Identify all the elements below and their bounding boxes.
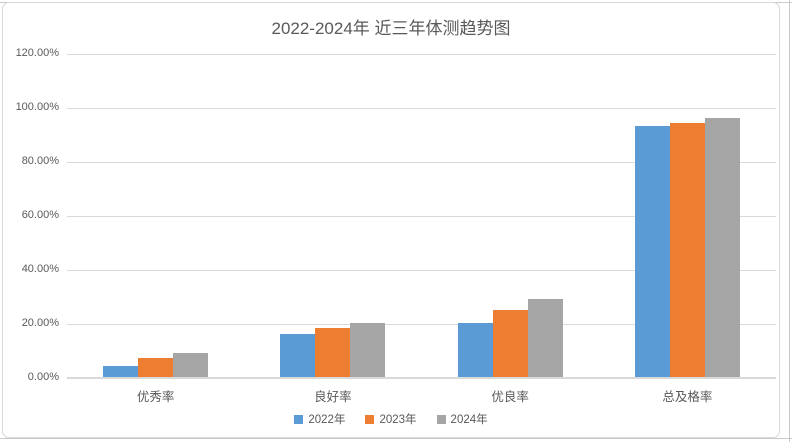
legend-label: 2023年 — [379, 414, 417, 426]
x-axis-line — [67, 377, 776, 378]
gridline — [67, 324, 776, 325]
x-category-label: 良好率 — [314, 390, 352, 404]
x-axis-category-labels: 优秀率 良好率 优良率 总及格率 — [67, 386, 776, 405]
chart-title: 2022-2024年 近三年体测趋势图 — [271, 19, 511, 38]
legend: 2022年 2023年 2024年 — [3, 411, 779, 427]
bar-group-2 — [244, 53, 421, 377]
y-axis-labels: 120.00% 100.00% 80.00% 60.00% 40.00% 20.00% 0.… — [3, 3, 59, 439]
bar-2024年-总及格率[interactable] — [704, 117, 740, 377]
bar-group-3 — [422, 53, 599, 377]
gridline — [67, 54, 776, 55]
y-tick-label: 80.00% — [21, 155, 59, 167]
y-tick-label: 120.00% — [15, 47, 59, 59]
bar-2024年-优良率[interactable] — [527, 298, 563, 377]
gridline — [67, 162, 776, 163]
sheet-column-line-right — [789, 0, 790, 442]
bar-group-4 — [599, 53, 776, 377]
plot-area — [67, 53, 776, 379]
x-category-label: 优秀率 — [136, 390, 175, 404]
x-category-label: 总及格率 — [662, 390, 713, 404]
y-tick-label: 40.00% — [21, 263, 59, 275]
y-tick-label: 0.00% — [27, 371, 59, 383]
legend-swatch-icon — [436, 414, 446, 424]
sheet-row-line-bottom — [0, 438, 792, 439]
bar-2023年-总及格率[interactable] — [669, 123, 705, 377]
y-tick-label: 60.00% — [21, 209, 59, 221]
bar-2022年-良好率[interactable] — [280, 333, 316, 377]
legend-swatch-icon — [365, 414, 375, 424]
bar-group-1 — [67, 53, 244, 377]
bar-2023年-优良率[interactable] — [492, 309, 528, 377]
bar-2023年-良好率[interactable] — [315, 328, 351, 377]
gridline — [67, 378, 776, 379]
y-tick-label: 100.00% — [15, 101, 59, 113]
legend-label: 2024年 — [450, 414, 488, 426]
y-tick-label: 20.00% — [21, 317, 59, 329]
gridline — [67, 216, 776, 217]
x-category-label: 优良率 — [491, 390, 529, 404]
bar-2022年-优秀率[interactable] — [103, 366, 139, 377]
bar-2024年-优秀率[interactable] — [173, 352, 209, 377]
legend-item-2023年[interactable]: 2023年 — [365, 411, 417, 427]
legend-item-2024年[interactable]: 2024年 — [436, 411, 488, 427]
gridline — [67, 270, 776, 271]
bar-2022年-总及格率[interactable] — [634, 125, 670, 377]
legend-item-2022年[interactable]: 2022年 — [294, 411, 345, 427]
bar-2022年-优良率[interactable] — [457, 323, 493, 377]
bar-2024年-良好率[interactable] — [350, 323, 386, 377]
legend-label: 2022年 — [308, 414, 346, 426]
legend-swatch-icon — [294, 414, 304, 424]
gridline — [67, 108, 776, 109]
bar-2023年-优秀率[interactable] — [138, 358, 174, 377]
chart-area[interactable]: 2022-2024年 近三年体测趋势图 120.00% 100.00% 80.00%… — [2, 2, 780, 438]
